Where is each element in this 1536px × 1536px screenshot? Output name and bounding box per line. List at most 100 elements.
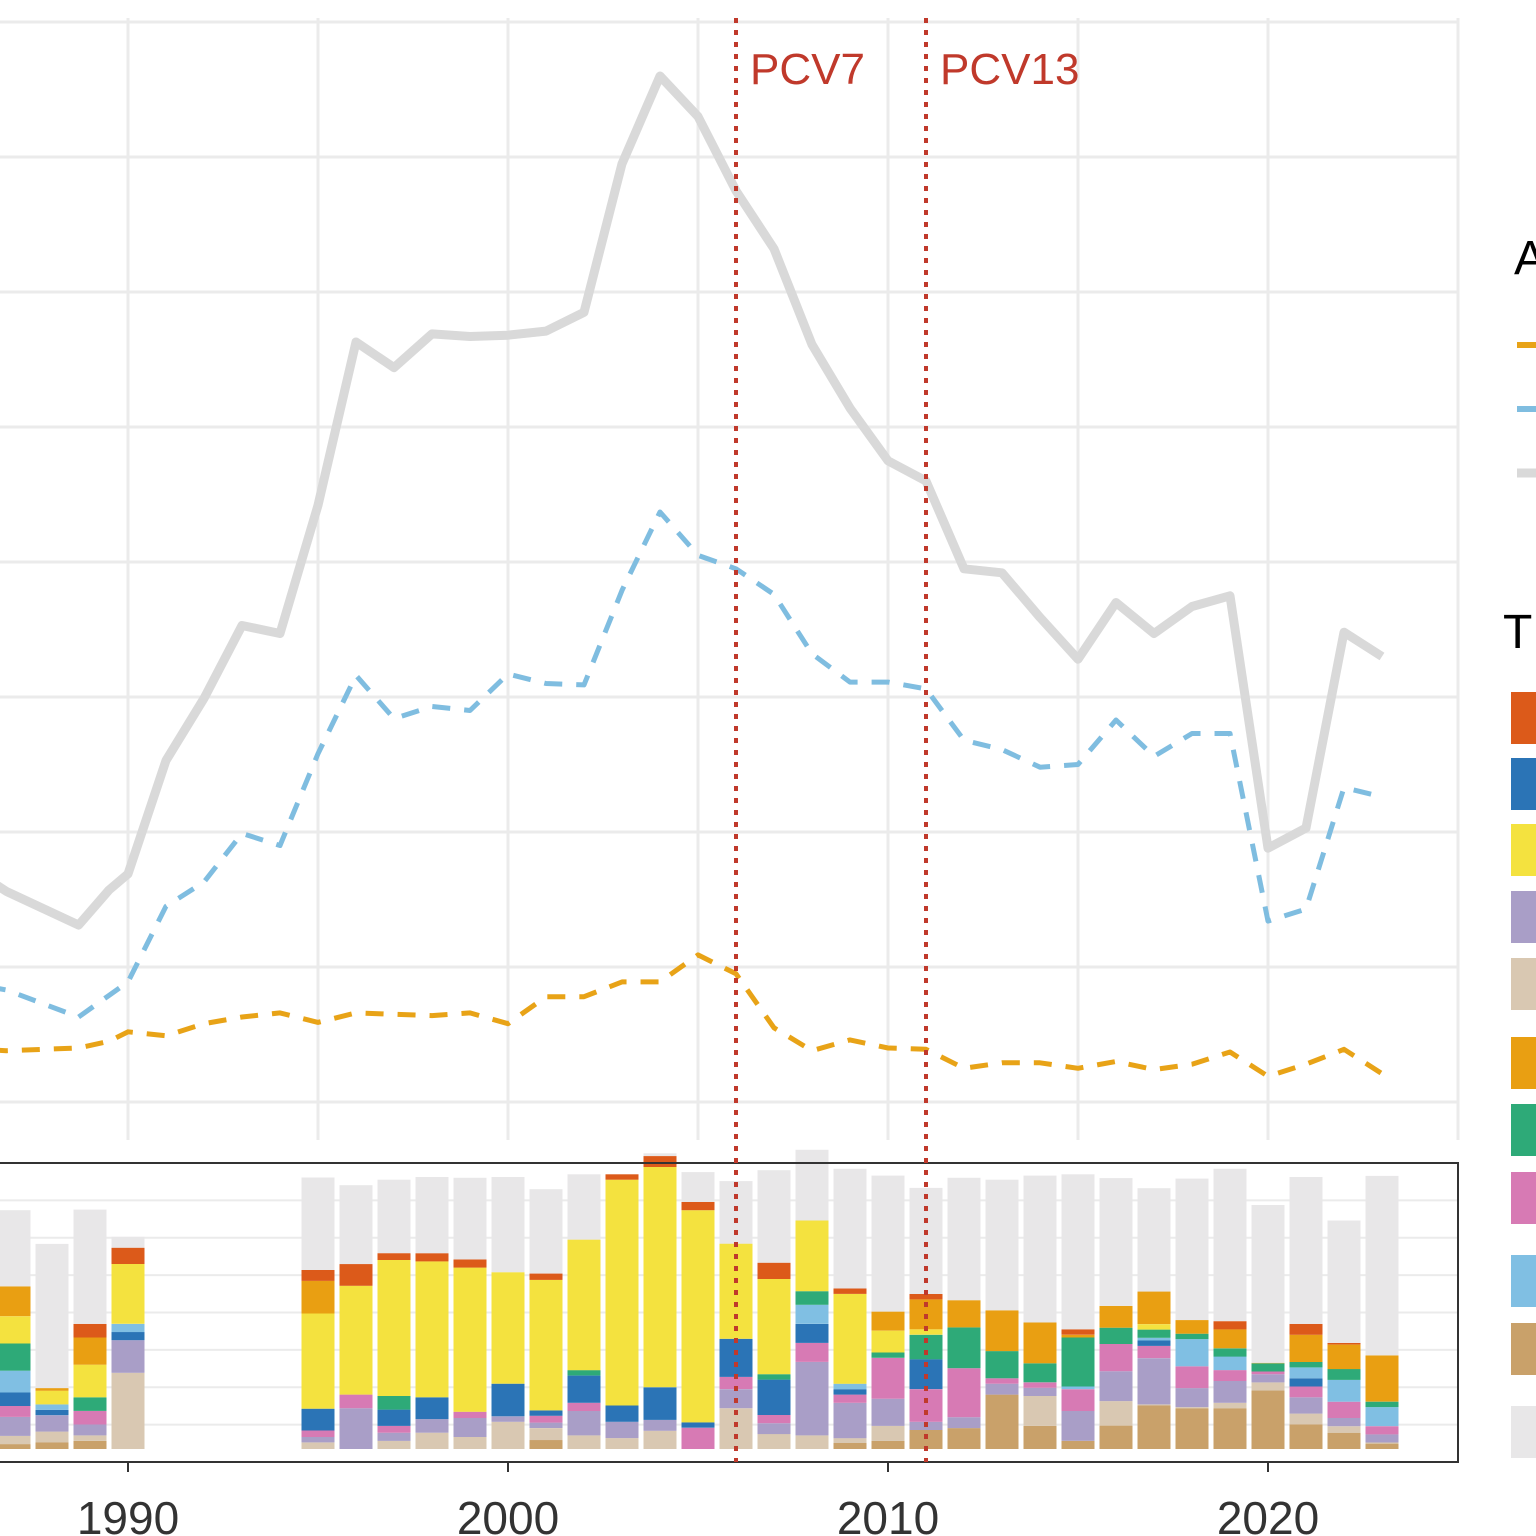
bar-segment [35, 1415, 69, 1432]
bar-segment [871, 1440, 905, 1449]
bar-segment [1251, 1371, 1285, 1375]
bar-segment [301, 1270, 335, 1281]
bar-segment [73, 1209, 107, 1324]
bar-segment [0, 1406, 31, 1417]
bar-segment [795, 1435, 829, 1449]
bar-segment [567, 1410, 601, 1436]
bar-segment [1327, 1401, 1361, 1418]
bar-segment [643, 1419, 677, 1431]
x-tick-label: 1990 [77, 1492, 179, 1536]
legend-swatch [1511, 1323, 1536, 1375]
bar-segment [1137, 1291, 1171, 1325]
bar-segment [377, 1409, 411, 1426]
bar-segment [757, 1374, 791, 1380]
bar-segment [1023, 1175, 1057, 1323]
bar-segment [567, 1402, 601, 1411]
bar-segment [111, 1247, 145, 1264]
bar-segment [1023, 1396, 1057, 1426]
bar-segment [529, 1415, 563, 1423]
bottom-panel-border [0, 1162, 1459, 1463]
bar-segment [833, 1288, 867, 1294]
bar-segment [415, 1177, 449, 1254]
bar-segment [1289, 1362, 1323, 1368]
bar-segment [35, 1243, 69, 1389]
bar-segment [605, 1405, 639, 1422]
bar-segment [1327, 1344, 1361, 1370]
bar-segment [1023, 1322, 1057, 1364]
bar-segment [643, 1387, 677, 1420]
bar-segment [795, 1291, 829, 1305]
bar-segment [377, 1425, 411, 1433]
bar-segment [1175, 1178, 1209, 1320]
bar-segment [947, 1417, 981, 1429]
bar-segment [871, 1398, 905, 1426]
bar-segment [871, 1357, 905, 1399]
bar-segment [1289, 1334, 1323, 1362]
bar-segment [681, 1210, 715, 1423]
bar-segment [1251, 1382, 1285, 1391]
bar-segment [339, 1408, 373, 1449]
bar-segment [1099, 1305, 1133, 1328]
bar-segment [491, 1177, 525, 1273]
bar-segment [985, 1383, 1019, 1395]
bar-segment [757, 1423, 791, 1435]
bar-segment [377, 1260, 411, 1396]
bar-segment [833, 1383, 867, 1390]
bar-segment [1023, 1363, 1057, 1383]
bar-segment [947, 1177, 981, 1301]
bar-segment [719, 1338, 753, 1377]
bar-segment [643, 1153, 677, 1156]
bar-segment [795, 1304, 829, 1324]
bar-segment [833, 1438, 867, 1443]
bar-segment [1327, 1342, 1361, 1345]
bar-segment [1365, 1355, 1399, 1402]
bar-segment [35, 1388, 69, 1391]
bar-segment [73, 1424, 107, 1436]
bar-segment [1099, 1327, 1133, 1344]
marker-label-pcv13: PCV13 [940, 45, 1079, 94]
series-line-orange [0, 952, 1384, 1079]
bar-segment [1137, 1337, 1171, 1341]
bar-segment [301, 1437, 335, 1443]
bar-segment [567, 1435, 601, 1449]
bar-segment [1023, 1382, 1057, 1388]
bar-segment [681, 1172, 715, 1202]
bar-segment [1175, 1333, 1209, 1340]
bar-segment [1213, 1329, 1247, 1349]
bar-segment [795, 1220, 829, 1292]
bar-segment [111, 1236, 145, 1248]
bar-segment [871, 1311, 905, 1331]
bar-segment [301, 1442, 335, 1449]
bar-segment [0, 1210, 31, 1287]
bar-segment [529, 1410, 563, 1416]
bar-segment [1175, 1339, 1209, 1367]
bar-segment [681, 1202, 715, 1211]
bar-segment [1137, 1329, 1171, 1338]
bar-segment [377, 1253, 411, 1260]
bar-segment [377, 1440, 411, 1449]
bar-segment [871, 1175, 905, 1312]
bar-segment [1137, 1358, 1171, 1405]
bar-segment [1175, 1320, 1209, 1334]
bar-segment [833, 1294, 867, 1384]
bar-segment [1137, 1405, 1171, 1449]
bar-segment [1327, 1418, 1361, 1427]
bar-segment [529, 1189, 563, 1274]
bar-segment [567, 1370, 601, 1376]
bar-segment [643, 1430, 677, 1449]
bar-segment [757, 1279, 791, 1375]
bar-segment [0, 1392, 31, 1406]
bar-segment [1213, 1402, 1247, 1409]
legend-swatch [1511, 958, 1536, 1010]
bar-segment [339, 1285, 373, 1395]
bar-segment [1365, 1434, 1399, 1443]
bar-segment [1099, 1344, 1133, 1372]
bar-segment [0, 1343, 31, 1371]
bar-segment [1327, 1369, 1361, 1380]
bar-segment [947, 1300, 981, 1328]
bar-segment [415, 1261, 449, 1398]
bar-segment [1289, 1367, 1323, 1379]
bar-segment [35, 1431, 69, 1443]
bar-segment [1023, 1425, 1057, 1449]
bar-segment [1099, 1178, 1133, 1306]
